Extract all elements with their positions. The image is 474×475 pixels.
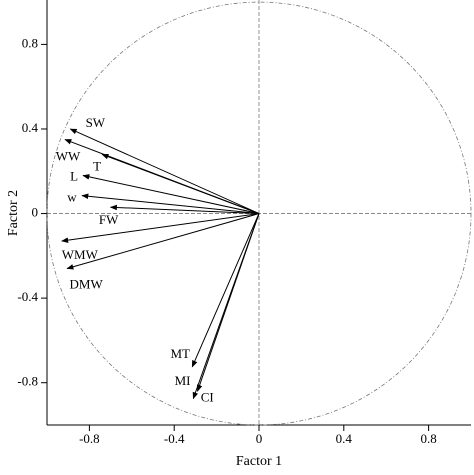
y-tick-label: 0.8 xyxy=(22,35,38,50)
vector-arrow xyxy=(191,213,260,368)
x-tick-label: -0.4 xyxy=(164,431,185,446)
vector-label: w xyxy=(67,190,77,205)
vector-arrow xyxy=(61,213,260,243)
vector-arrow xyxy=(81,193,260,215)
x-tick-label: 0.4 xyxy=(336,431,353,446)
vector-label: WW xyxy=(56,149,81,164)
x-tick-label: 0 xyxy=(256,431,263,446)
vector-label: SW xyxy=(86,115,106,130)
vector-label: FW xyxy=(99,212,119,227)
vector-label: DMW xyxy=(70,277,104,292)
vector-label: T xyxy=(93,158,101,173)
y-tick-label: -0.8 xyxy=(17,374,38,389)
vector-arrow xyxy=(101,153,260,215)
vector-label: MI xyxy=(175,373,191,388)
vector-arrow xyxy=(109,204,260,215)
vector-label: L xyxy=(70,168,78,183)
y-tick-label: -0.4 xyxy=(17,289,38,304)
vector-arrow xyxy=(69,128,260,215)
x-tick-label: 0.8 xyxy=(420,431,436,446)
vector-arrow xyxy=(66,213,260,270)
vector-label: CI xyxy=(201,390,214,405)
y-tick-label: 0.4 xyxy=(22,120,39,135)
vector-arrow xyxy=(82,174,260,215)
vector-label: WMW xyxy=(62,247,99,262)
vector-label: MT xyxy=(170,346,190,361)
y-axis-label: Factor 2 xyxy=(6,190,21,236)
vector-arrow xyxy=(192,213,260,400)
x-tick-label: -0.8 xyxy=(79,431,100,446)
x-axis-label: Factor 1 xyxy=(236,454,282,469)
y-tick-label: 0 xyxy=(32,205,39,220)
